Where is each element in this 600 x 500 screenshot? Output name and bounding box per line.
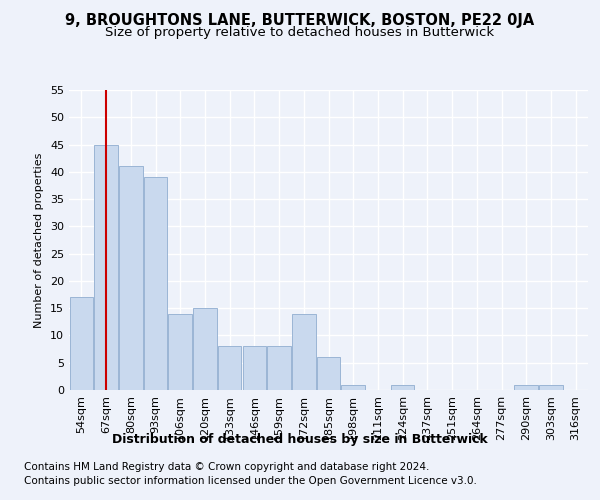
Text: Contains HM Land Registry data © Crown copyright and database right 2024.: Contains HM Land Registry data © Crown c… xyxy=(24,462,430,472)
Y-axis label: Number of detached properties: Number of detached properties xyxy=(34,152,44,328)
Text: Contains public sector information licensed under the Open Government Licence v3: Contains public sector information licen… xyxy=(24,476,477,486)
Bar xyxy=(514,384,538,390)
Bar xyxy=(341,384,365,390)
Bar xyxy=(119,166,143,390)
Bar xyxy=(268,346,291,390)
Bar xyxy=(218,346,241,390)
Text: 9, BROUGHTONS LANE, BUTTERWICK, BOSTON, PE22 0JA: 9, BROUGHTONS LANE, BUTTERWICK, BOSTON, … xyxy=(65,12,535,28)
Bar xyxy=(144,178,167,390)
Bar xyxy=(193,308,217,390)
Bar xyxy=(317,358,340,390)
Bar xyxy=(70,298,93,390)
Bar xyxy=(242,346,266,390)
Text: Size of property relative to detached houses in Butterwick: Size of property relative to detached ho… xyxy=(106,26,494,39)
Bar xyxy=(539,384,563,390)
Text: Distribution of detached houses by size in Butterwick: Distribution of detached houses by size … xyxy=(112,432,488,446)
Bar xyxy=(169,314,192,390)
Bar xyxy=(94,144,118,390)
Bar xyxy=(391,384,415,390)
Bar xyxy=(292,314,316,390)
